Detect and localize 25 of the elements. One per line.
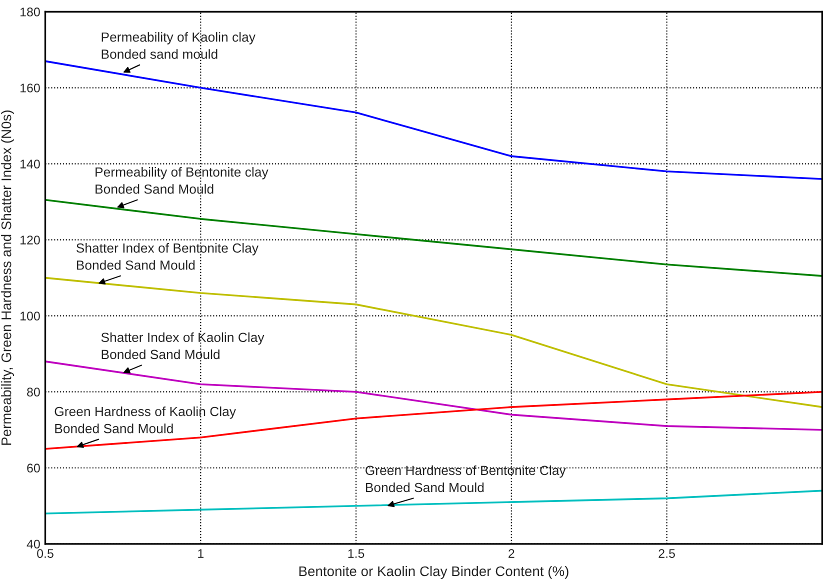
line-series [45,60,822,180]
annotation: Shatter Index of Kaolin Clay Bonded Sand Mould [101,332,264,360]
line-series [45,199,822,277]
x-tick-label: 1.5 [348,549,364,558]
y-tick-label: 120 [20,236,40,244]
y-tick-label: 140 [20,160,40,168]
x-axis-title: Bentonite or Kaolin Clay Binder Content (%) [299,566,568,579]
annotation: Green Hardness of Kaolin Clay Bonded Sand Mould [54,406,236,434]
line-series [45,276,822,408]
annotation: Green Hardness of Bentonite Clay Bonded Sand Mould [366,465,566,492]
x-tick-label: 0.5 [37,549,54,558]
x-tick-label: 1 [198,549,204,558]
y-tick-label: 180 [20,8,40,16]
y-tick-label: 80 [27,388,40,397]
annotation: Permeability of Kaolin clay Bonded sand mould [102,32,256,59]
line-series [45,390,822,450]
annotation: Shatter Index of Bentonite Clay Bonded Sand Mould [76,243,258,270]
x-tick-label: 2.5 [658,549,675,558]
y-tick-label: 60 [27,464,40,473]
annotation: Permeability of Bentonite clay Bonded Sand Mould [96,167,268,194]
y-axis-title: Permeability, Green Hardness and Shatter Index (N0s) [1,110,14,445]
y-tick-label: 40 [26,540,40,549]
x-tick-label: 2 [508,549,514,558]
y-tick-label: 100 [20,312,40,320]
y-tick-label: 160 [20,84,40,92]
